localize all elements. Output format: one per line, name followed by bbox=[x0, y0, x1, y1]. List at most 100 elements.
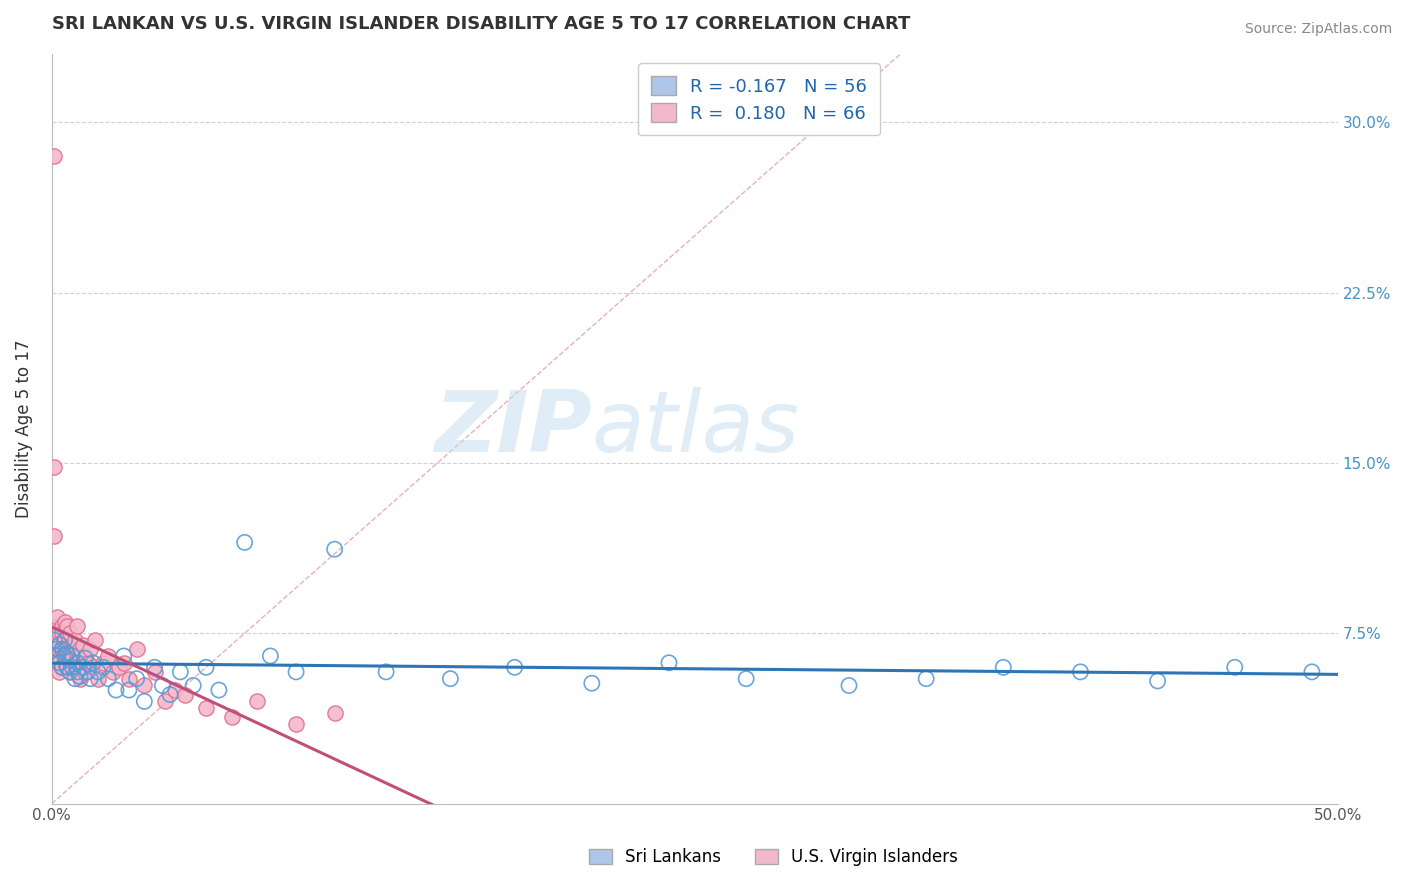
Point bbox=[285, 665, 308, 679]
Point bbox=[143, 665, 166, 679]
Point bbox=[134, 678, 156, 692]
Point bbox=[69, 672, 91, 686]
Point bbox=[1146, 673, 1168, 688]
Point bbox=[59, 665, 82, 679]
Point bbox=[63, 672, 86, 686]
Point bbox=[69, 669, 91, 683]
Point bbox=[45, 610, 67, 624]
Point bbox=[56, 642, 79, 657]
Point bbox=[658, 656, 681, 670]
Point bbox=[915, 672, 938, 686]
Point bbox=[44, 460, 66, 475]
Point bbox=[51, 626, 73, 640]
Point bbox=[169, 665, 191, 679]
Point bbox=[48, 626, 70, 640]
Point bbox=[75, 648, 97, 663]
Point bbox=[60, 660, 83, 674]
Legend: Sri Lankans, U.S. Virgin Islanders: Sri Lankans, U.S. Virgin Islanders bbox=[581, 840, 966, 875]
Point bbox=[87, 672, 110, 686]
Point bbox=[581, 676, 603, 690]
Point bbox=[323, 542, 346, 557]
Point bbox=[44, 528, 66, 542]
Point bbox=[59, 626, 82, 640]
Point bbox=[150, 678, 173, 692]
Point bbox=[59, 665, 82, 679]
Point bbox=[60, 660, 83, 674]
Point bbox=[56, 648, 79, 663]
Point bbox=[159, 688, 181, 702]
Point bbox=[72, 656, 94, 670]
Point bbox=[63, 656, 86, 670]
Point bbox=[838, 678, 860, 692]
Text: SRI LANKAN VS U.S. VIRGIN ISLANDER DISABILITY AGE 5 TO 17 CORRELATION CHART: SRI LANKAN VS U.S. VIRGIN ISLANDER DISAB… bbox=[52, 15, 910, 33]
Point bbox=[53, 656, 76, 670]
Point bbox=[195, 660, 218, 674]
Point bbox=[48, 638, 70, 652]
Point bbox=[66, 656, 89, 670]
Point bbox=[56, 619, 79, 633]
Point bbox=[79, 642, 101, 657]
Point bbox=[56, 660, 79, 674]
Point bbox=[45, 642, 67, 657]
Point bbox=[56, 647, 79, 661]
Point bbox=[125, 672, 148, 686]
Point bbox=[285, 717, 308, 731]
Point bbox=[53, 642, 76, 657]
Point bbox=[51, 660, 73, 674]
Point bbox=[97, 672, 120, 686]
Point bbox=[91, 656, 114, 670]
Point bbox=[195, 701, 218, 715]
Point bbox=[1301, 665, 1323, 679]
Point bbox=[1069, 665, 1091, 679]
Point bbox=[75, 651, 97, 665]
Point bbox=[44, 149, 66, 163]
Point bbox=[63, 633, 86, 648]
Point bbox=[75, 665, 97, 679]
Point bbox=[84, 633, 107, 648]
Point bbox=[53, 633, 76, 648]
Point bbox=[72, 660, 94, 674]
Point bbox=[82, 660, 104, 674]
Point bbox=[60, 638, 83, 652]
Point bbox=[259, 648, 281, 663]
Point bbox=[79, 672, 101, 686]
Text: Source: ZipAtlas.com: Source: ZipAtlas.com bbox=[1244, 22, 1392, 37]
Point bbox=[51, 642, 73, 657]
Point bbox=[1223, 660, 1246, 674]
Point bbox=[48, 638, 70, 652]
Point bbox=[59, 653, 82, 667]
Point bbox=[48, 665, 70, 679]
Point bbox=[48, 642, 70, 657]
Point bbox=[59, 656, 82, 670]
Point bbox=[375, 665, 398, 679]
Point bbox=[69, 642, 91, 657]
Point bbox=[105, 683, 128, 698]
Point bbox=[51, 619, 73, 633]
Point bbox=[181, 678, 204, 692]
Point bbox=[439, 672, 461, 686]
Point bbox=[45, 619, 67, 633]
Point bbox=[72, 638, 94, 652]
Point bbox=[44, 633, 66, 648]
Point bbox=[174, 688, 197, 702]
Point bbox=[125, 642, 148, 657]
Point bbox=[134, 694, 156, 708]
Point bbox=[246, 694, 269, 708]
Point bbox=[53, 648, 76, 663]
Point bbox=[63, 642, 86, 657]
Point bbox=[118, 683, 141, 698]
Point bbox=[60, 648, 83, 663]
Point bbox=[45, 642, 67, 657]
Point bbox=[103, 665, 125, 679]
Point bbox=[56, 660, 79, 674]
Point bbox=[66, 619, 89, 633]
Point bbox=[233, 535, 256, 549]
Point bbox=[51, 642, 73, 657]
Point bbox=[82, 656, 104, 670]
Point bbox=[48, 656, 70, 670]
Point bbox=[53, 633, 76, 648]
Point bbox=[87, 665, 110, 679]
Text: atlas: atlas bbox=[592, 387, 800, 470]
Point bbox=[112, 648, 135, 663]
Point bbox=[53, 615, 76, 629]
